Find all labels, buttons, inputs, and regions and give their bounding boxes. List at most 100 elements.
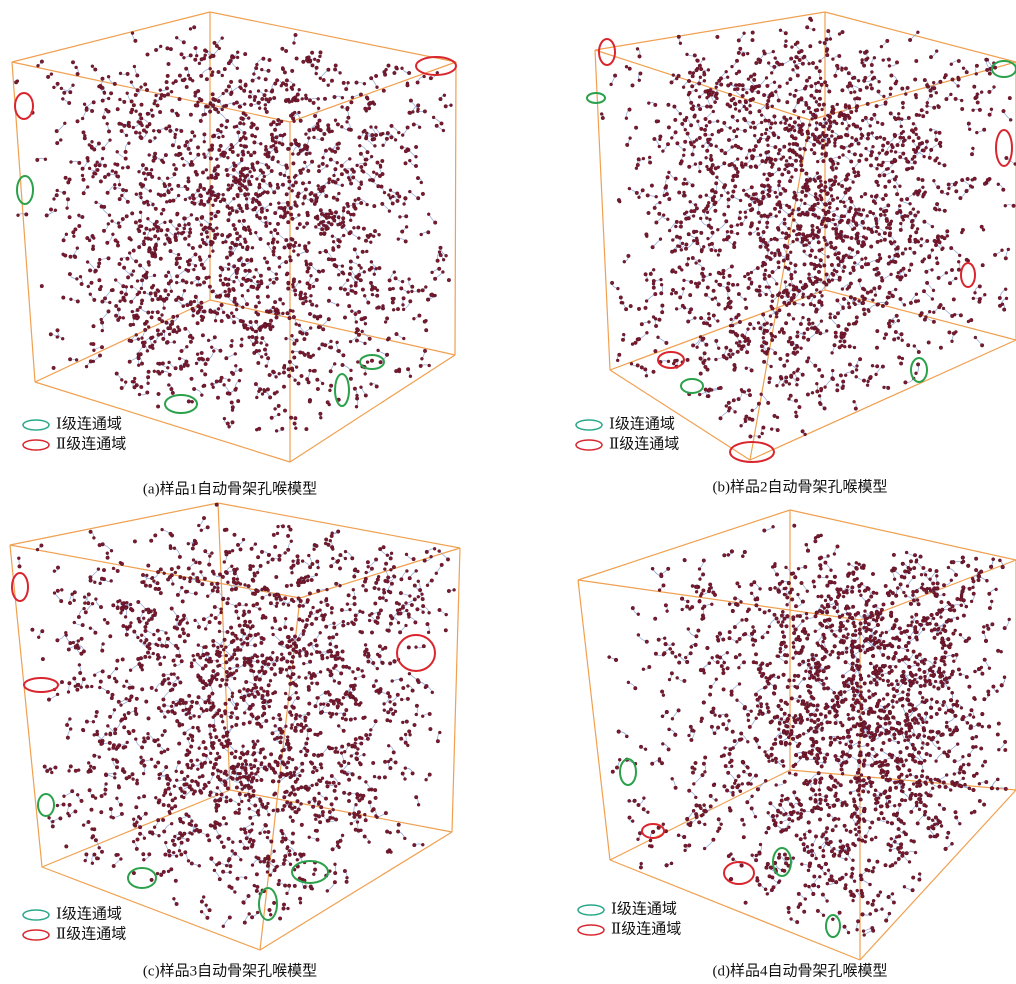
- pore: [790, 134, 794, 138]
- pore: [324, 149, 328, 153]
- pore: [210, 217, 213, 220]
- pore: [841, 386, 845, 390]
- pore: [326, 227, 330, 231]
- pore: [743, 275, 746, 278]
- pore: [227, 218, 231, 222]
- pore: [194, 264, 197, 267]
- pore: [118, 122, 122, 126]
- pore: [214, 214, 218, 218]
- pore: [240, 157, 243, 160]
- pore: [823, 407, 827, 411]
- pore: [219, 349, 223, 353]
- pore: [694, 282, 697, 285]
- pore: [236, 67, 239, 70]
- pore: [805, 360, 809, 364]
- pore: [222, 193, 225, 196]
- pore: [177, 231, 180, 234]
- pore: [408, 190, 411, 193]
- pore: [327, 317, 331, 321]
- pore: [736, 283, 739, 286]
- pore: [239, 207, 243, 211]
- pore: [390, 136, 394, 140]
- pore: [323, 214, 327, 218]
- pore: [52, 366, 56, 370]
- pore: [156, 230, 159, 233]
- pore: [200, 215, 204, 219]
- pore: [432, 116, 435, 119]
- pore: [731, 195, 735, 199]
- pore: [623, 260, 626, 263]
- pore: [201, 334, 205, 338]
- pore: [154, 294, 157, 297]
- pore: [836, 312, 840, 316]
- pore: [129, 111, 133, 115]
- pore: [375, 385, 379, 389]
- pore: [176, 228, 179, 231]
- pore: [360, 165, 364, 169]
- pore: [295, 339, 299, 343]
- pore: [134, 39, 138, 43]
- pore: [284, 98, 288, 102]
- pore: [206, 358, 210, 362]
- pore: [93, 171, 97, 175]
- pore: [234, 364, 237, 367]
- pore: [238, 105, 242, 109]
- pore: [886, 141, 890, 145]
- pore: [823, 118, 826, 121]
- pore: [209, 223, 212, 226]
- pore: [110, 289, 113, 292]
- pore: [168, 199, 172, 203]
- pore: [805, 139, 808, 142]
- pore: [716, 120, 719, 123]
- pore: [445, 254, 448, 257]
- pore: [61, 337, 64, 340]
- pore: [358, 186, 362, 190]
- pore: [237, 154, 240, 157]
- pore: [278, 265, 281, 268]
- pore: [170, 188, 173, 191]
- pore: [275, 147, 278, 150]
- pore: [100, 321, 104, 325]
- pore: [292, 278, 296, 282]
- pore: [101, 77, 105, 81]
- pore: [368, 101, 372, 105]
- pore: [94, 270, 97, 273]
- pore: [341, 217, 345, 221]
- pore: [950, 268, 954, 272]
- pore: [843, 345, 846, 348]
- pore: [812, 143, 816, 147]
- pore: [56, 336, 59, 339]
- pore: [55, 193, 59, 197]
- pore: [108, 214, 111, 217]
- pore: [211, 250, 214, 253]
- pore: [388, 287, 392, 291]
- pore: [810, 148, 813, 151]
- pore: [194, 295, 198, 299]
- pore: [861, 258, 864, 261]
- pore: [295, 366, 298, 369]
- pore: [763, 277, 767, 281]
- pore: [289, 259, 293, 263]
- pore: [275, 429, 278, 432]
- pore: [80, 282, 84, 286]
- pore: [220, 233, 224, 237]
- pore: [120, 194, 123, 197]
- pore: [792, 68, 795, 71]
- pore: [249, 170, 252, 173]
- pore: [230, 344, 234, 348]
- pore: [163, 184, 167, 188]
- pore: [341, 184, 344, 187]
- pore: [357, 237, 360, 240]
- pore: [831, 58, 834, 61]
- pore: [182, 305, 185, 308]
- pore: [389, 189, 392, 192]
- pore: [313, 194, 317, 198]
- pore: [163, 221, 166, 224]
- pore: [705, 149, 709, 153]
- pore: [349, 219, 352, 222]
- pore: [146, 53, 150, 57]
- pore: [372, 171, 375, 174]
- pore: [228, 213, 231, 216]
- pore: [277, 413, 280, 416]
- pore: [119, 300, 122, 303]
